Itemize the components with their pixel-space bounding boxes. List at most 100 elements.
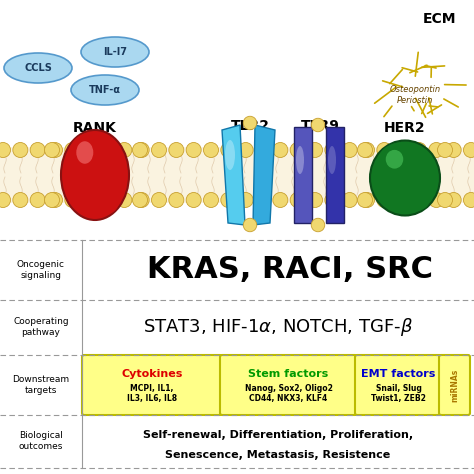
Circle shape <box>308 192 322 208</box>
Circle shape <box>446 143 461 157</box>
Ellipse shape <box>76 141 93 164</box>
Ellipse shape <box>296 146 304 174</box>
Circle shape <box>464 192 474 208</box>
Text: TNF-α: TNF-α <box>89 85 121 95</box>
Circle shape <box>290 143 305 157</box>
Circle shape <box>342 143 357 157</box>
Bar <box>0 147 474 203</box>
Circle shape <box>0 143 10 157</box>
Circle shape <box>273 143 288 157</box>
Circle shape <box>134 143 149 157</box>
Circle shape <box>100 143 115 157</box>
Text: Stem factors: Stem factors <box>248 369 328 379</box>
FancyBboxPatch shape <box>220 355 357 415</box>
Circle shape <box>134 192 149 208</box>
Text: Oncogenic
signaling: Oncogenic signaling <box>17 260 65 280</box>
Circle shape <box>65 192 80 208</box>
Ellipse shape <box>68 132 115 182</box>
Text: Snail, Slug
Twist1, ZEB2: Snail, Slug Twist1, ZEB2 <box>371 383 426 403</box>
Circle shape <box>186 143 201 157</box>
Text: Nanog, Sox2, Oligo2
CD44, NKX3, KLF4: Nanog, Sox2, Oligo2 CD44, NKX3, KLF4 <box>245 383 332 403</box>
Ellipse shape <box>328 146 336 174</box>
Circle shape <box>438 143 453 157</box>
Circle shape <box>203 192 219 208</box>
Circle shape <box>152 192 166 208</box>
Circle shape <box>342 192 357 208</box>
Polygon shape <box>326 127 344 223</box>
Text: Senescence, Metastasis, Resistence: Senescence, Metastasis, Resistence <box>165 450 391 460</box>
Circle shape <box>255 143 271 157</box>
Circle shape <box>429 192 444 208</box>
Circle shape <box>82 143 97 157</box>
Circle shape <box>117 143 132 157</box>
Text: KRAS, RACI, SRC: KRAS, RACI, SRC <box>147 255 433 284</box>
Circle shape <box>169 143 184 157</box>
FancyBboxPatch shape <box>82 355 222 415</box>
Circle shape <box>45 192 60 208</box>
Ellipse shape <box>386 150 403 169</box>
Circle shape <box>243 116 257 130</box>
Circle shape <box>117 192 132 208</box>
Circle shape <box>133 192 147 208</box>
Ellipse shape <box>71 75 139 105</box>
Circle shape <box>438 192 453 208</box>
Circle shape <box>308 143 322 157</box>
Circle shape <box>238 192 253 208</box>
Circle shape <box>311 218 325 232</box>
Circle shape <box>152 143 166 157</box>
Ellipse shape <box>4 53 72 83</box>
Circle shape <box>30 143 45 157</box>
Circle shape <box>203 143 219 157</box>
Text: MCPI, IL1,
IL3, IL6, IL8: MCPI, IL1, IL3, IL6, IL8 <box>127 383 177 403</box>
Polygon shape <box>253 125 275 225</box>
Circle shape <box>0 192 10 208</box>
Ellipse shape <box>85 189 119 216</box>
Circle shape <box>325 143 340 157</box>
Text: TLR9: TLR9 <box>301 119 339 133</box>
Circle shape <box>47 143 63 157</box>
Text: Osteopontin
Periostin: Osteopontin Periostin <box>390 85 440 105</box>
FancyBboxPatch shape <box>355 355 442 415</box>
Circle shape <box>377 143 392 157</box>
Circle shape <box>357 192 373 208</box>
Text: IL-I7: IL-I7 <box>103 47 127 57</box>
Circle shape <box>359 192 374 208</box>
Ellipse shape <box>225 140 235 170</box>
Text: RANK: RANK <box>73 121 117 135</box>
Circle shape <box>221 143 236 157</box>
Circle shape <box>65 143 80 157</box>
Text: miRNAs: miRNAs <box>450 368 459 401</box>
Circle shape <box>47 192 63 208</box>
Text: STAT3, HIF-1$\alpha$, NOTCH, TGF-$\beta$: STAT3, HIF-1$\alpha$, NOTCH, TGF-$\beta$ <box>143 316 413 338</box>
Circle shape <box>325 192 340 208</box>
Circle shape <box>100 192 115 208</box>
Circle shape <box>13 143 28 157</box>
Circle shape <box>45 143 60 157</box>
Text: Biological
outcomes: Biological outcomes <box>19 431 63 451</box>
Circle shape <box>411 192 427 208</box>
Ellipse shape <box>61 130 129 220</box>
Circle shape <box>238 143 253 157</box>
Circle shape <box>30 192 45 208</box>
Text: Downstream
targets: Downstream targets <box>12 375 70 395</box>
Polygon shape <box>294 127 312 223</box>
Circle shape <box>255 192 271 208</box>
Circle shape <box>186 192 201 208</box>
Circle shape <box>464 143 474 157</box>
Circle shape <box>446 192 461 208</box>
Circle shape <box>133 143 147 157</box>
Text: Self-renewal, Differentiation, Proliferation,: Self-renewal, Differentiation, Prolifera… <box>143 430 413 440</box>
Circle shape <box>411 143 427 157</box>
Circle shape <box>429 143 444 157</box>
Circle shape <box>243 218 257 232</box>
Ellipse shape <box>81 37 149 67</box>
Circle shape <box>221 192 236 208</box>
Text: EMT factors: EMT factors <box>361 369 436 379</box>
FancyBboxPatch shape <box>439 355 470 415</box>
Circle shape <box>13 192 28 208</box>
Text: Cooperating
pathway: Cooperating pathway <box>13 317 69 337</box>
Circle shape <box>311 118 325 132</box>
Circle shape <box>82 192 97 208</box>
Text: HER2: HER2 <box>384 121 426 135</box>
Ellipse shape <box>370 140 440 216</box>
